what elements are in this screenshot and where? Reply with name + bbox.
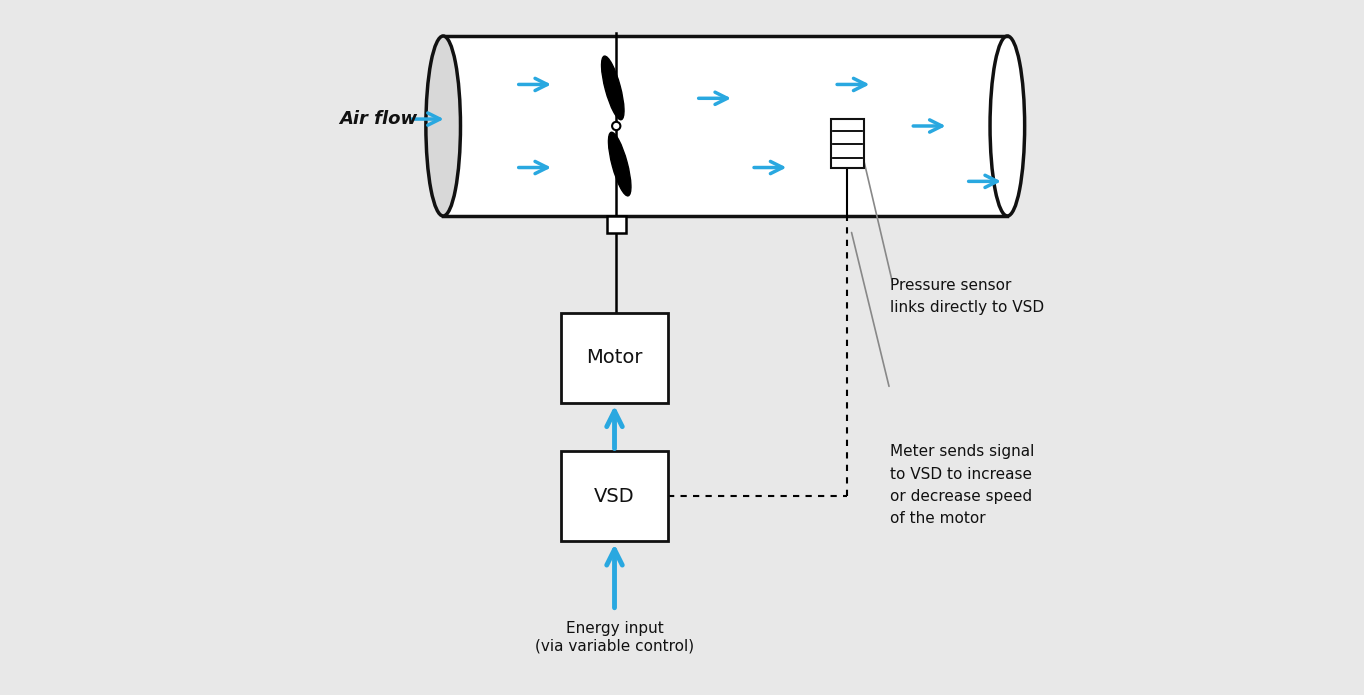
Ellipse shape	[608, 132, 632, 196]
Ellipse shape	[612, 122, 621, 130]
Ellipse shape	[426, 36, 461, 216]
Text: Pressure sensor
links directly to VSD: Pressure sensor links directly to VSD	[889, 278, 1043, 316]
Text: Energy input
(via variable control): Energy input (via variable control)	[535, 621, 694, 653]
Text: Motor: Motor	[587, 348, 642, 368]
Bar	[443, 36, 1008, 216]
Ellipse shape	[602, 56, 623, 120]
Bar	[831, 119, 863, 167]
Text: Meter sends signal
to VSD to increase
or decrease speed
of the motor: Meter sends signal to VSD to increase or…	[889, 444, 1034, 526]
Text: VSD: VSD	[595, 486, 634, 506]
Bar	[607, 216, 626, 234]
Ellipse shape	[990, 36, 1024, 216]
Text: Air flow: Air flow	[340, 110, 417, 128]
Bar	[561, 313, 668, 403]
Bar	[561, 451, 668, 541]
